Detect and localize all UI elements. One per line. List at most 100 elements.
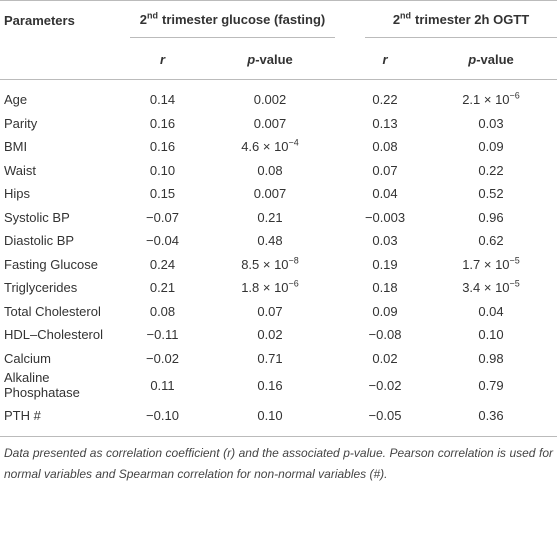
parameter-cell: Age — [4, 92, 28, 108]
sci-exponent: −5 — [509, 255, 520, 266]
value-cell: 0.15 — [149, 186, 176, 202]
table-row: Diastolic BP −0.04 0.48 0.03 0.62 — [0, 229, 557, 253]
value-cell: −0.04 — [146, 233, 179, 249]
header-cell — [0, 39, 130, 80]
value-cell: 0.04 — [478, 303, 504, 319]
value-cell: −0.02 — [368, 377, 402, 393]
sub-header: r — [345, 39, 425, 80]
parameter-cell: Fasting Glucose — [4, 256, 98, 272]
sci-base: 1.8 × 10 — [241, 280, 289, 296]
value-cell: 4.6 × 10−4 — [195, 135, 345, 159]
parameter-cell: Calcium — [4, 350, 51, 366]
value-cell: 3.4 × 10−5 — [425, 276, 557, 300]
value-cell: −0.11 — [146, 327, 179, 343]
parameter-cell: Waist — [4, 162, 37, 178]
value-cell: 0.16 — [257, 377, 283, 393]
value-cell: −0.07 — [146, 209, 179, 225]
value-cell: 0.07 — [257, 303, 283, 319]
sci-exponent: −4 — [288, 137, 299, 148]
group-text: trimester glucose (fasting) — [161, 12, 326, 27]
sci-base: 4.6 × 10 — [241, 139, 289, 155]
table-row: Alkaline Phosphatase 0.11 0.16 −0.02 0.79 — [0, 370, 557, 400]
table-row: Triglycerides 0.21 1.8 × 10−6 0.18 3.4 × 10−… — [0, 276, 557, 300]
value-cell: 0.02 — [372, 350, 398, 366]
ordinal-suffix: nd — [146, 10, 158, 21]
table-header: Parameters 2nd trimester glucose (fasting… — [0, 1, 557, 80]
sci-exponent: −5 — [509, 278, 520, 289]
value-cell: 0.007 — [253, 115, 287, 131]
sub-header-italic: p — [468, 51, 477, 67]
table-row: Waist 0.10 0.08 0.07 0.22 — [0, 159, 557, 183]
sub-header: p-value — [425, 39, 557, 80]
value-cell: 0.14 — [149, 92, 176, 108]
value-cell: 0.11 — [150, 377, 175, 393]
group-text: trimester 2h OGTT — [415, 12, 530, 27]
parameter-cell: Hips — [4, 186, 31, 202]
value-cell: 0.96 — [478, 209, 504, 225]
value-cell: 0.19 — [372, 256, 398, 272]
header-cell: Parameters — [4, 12, 75, 28]
value-cell: 0.09 — [372, 303, 398, 319]
value-cell: 0.21 — [257, 209, 283, 225]
sub-header-rest: -value — [255, 51, 293, 67]
value-cell: −0.08 — [368, 327, 402, 343]
value-cell: 0.07 — [372, 162, 398, 178]
sub-header-italic: p — [247, 51, 256, 67]
parameter-cell: PTH # — [4, 407, 41, 423]
value-cell: 0.98 — [478, 350, 504, 366]
group-label: 2nd trimester 2h OGTT — [365, 2, 557, 38]
value-cell: 0.03 — [478, 115, 504, 131]
parameter-cell: Systolic BP — [4, 209, 70, 225]
value-cell: 8.5 × 10−8 — [195, 253, 345, 277]
sci-base: 8.5 × 10 — [241, 256, 289, 272]
group-header: 2nd trimester glucose (fasting) — [130, 1, 345, 40]
sub-header: p-value — [195, 39, 345, 80]
value-cell: 0.10 — [478, 327, 504, 343]
value-cell: 0.08 — [372, 139, 398, 155]
value-cell: 0.16 — [149, 139, 176, 155]
value-cell: 0.10 — [257, 407, 283, 423]
group-header: 2nd trimester 2h OGTT — [345, 1, 557, 40]
value-cell: 0.36 — [478, 407, 504, 423]
sci-base: 1.7 × 10 — [462, 256, 510, 272]
value-cell: 0.71 — [257, 350, 283, 366]
value-cell: 0.24 — [149, 256, 176, 272]
table-row: Age 0.14 0.002 0.22 2.1 × 10−6 — [0, 80, 557, 112]
footnote: Data presented as correlation coefficien… — [4, 446, 553, 481]
parameter-cell: Diastolic BP — [4, 233, 75, 249]
parameter-cell: BMI — [4, 139, 28, 155]
sci-exponent: −6 — [509, 90, 520, 101]
value-cell: 0.002 — [253, 92, 287, 108]
value-cell: 0.52 — [478, 186, 504, 202]
value-cell: −0.10 — [146, 407, 179, 423]
table-row: Hips 0.15 0.007 0.04 0.52 — [0, 182, 557, 206]
parameter-cell: Triglycerides — [4, 280, 78, 296]
value-cell: 0.08 — [257, 162, 283, 178]
value-cell: 0.10 — [149, 162, 176, 178]
value-cell: 0.02 — [257, 327, 283, 343]
value-cell: 0.18 — [372, 280, 398, 296]
sci-exponent: −6 — [288, 278, 299, 289]
value-cell: 0.13 — [372, 115, 398, 131]
group-label: 2nd trimester glucose (fasting) — [130, 2, 335, 38]
ordinal-suffix: nd — [400, 10, 412, 21]
ordinal: 2 — [392, 12, 401, 27]
value-cell: 1.8 × 10−6 — [195, 276, 345, 300]
value-cell: 0.22 — [478, 162, 504, 178]
table-row: Systolic BP −0.07 0.21 −0.003 0.96 — [0, 206, 557, 230]
data-table: Parameters 2nd trimester glucose (fasting… — [0, 0, 557, 437]
value-cell: 0.79 — [478, 377, 504, 393]
table-row: BMI 0.16 4.6 × 10−4 0.08 0.09 — [0, 135, 557, 159]
sub-header-rest: -value — [476, 51, 514, 67]
value-cell: 0.16 — [149, 115, 176, 131]
value-cell: 1.7 × 10−5 — [425, 253, 557, 277]
value-cell: 0.22 — [372, 92, 398, 108]
value-cell: 0.03 — [372, 233, 398, 249]
value-cell: 0.007 — [253, 186, 287, 202]
parameter-cell: Parity — [4, 115, 38, 131]
sub-header: r — [130, 39, 195, 80]
value-cell: 0.62 — [478, 233, 504, 249]
value-cell: −0.05 — [368, 407, 402, 423]
table-body: Age 0.14 0.002 0.22 2.1 × 10−6 Parity 0.16 0.00… — [0, 80, 557, 437]
